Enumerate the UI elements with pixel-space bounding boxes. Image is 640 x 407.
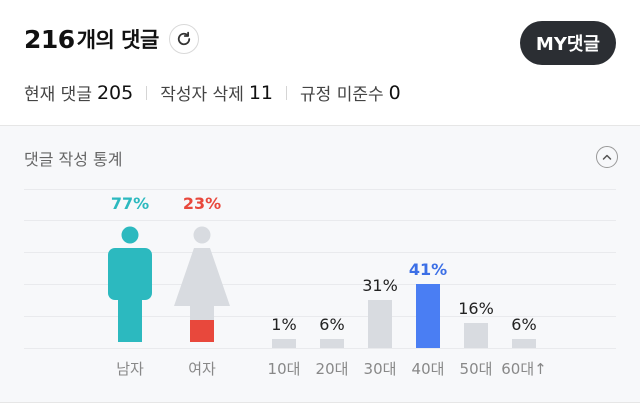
comment-count-suffix: 개의 댓글 bbox=[76, 28, 160, 52]
male-percentage: 77% bbox=[110, 194, 150, 213]
policy-violation-value: 0 bbox=[388, 81, 401, 104]
chevron-up-icon bbox=[602, 154, 612, 160]
age-bar-label: 40대 bbox=[411, 360, 445, 378]
gridline bbox=[24, 348, 616, 349]
age-bar-value: 6% bbox=[319, 314, 345, 334]
gridline bbox=[24, 252, 616, 253]
divider bbox=[286, 85, 288, 100]
collapse-button[interactable] bbox=[596, 146, 618, 168]
age-bar bbox=[464, 323, 488, 348]
age-bar-label: 10대 bbox=[267, 360, 301, 378]
age-bar bbox=[320, 338, 344, 348]
age-bar-value: 41% bbox=[408, 260, 448, 280]
deleted-by-author-label: 작성자 삭제 bbox=[160, 85, 244, 105]
comment-title: 216 개의 댓글 bbox=[24, 24, 199, 54]
my-comments-button[interactable]: MY댓글 bbox=[519, 21, 616, 65]
male-figure-icon bbox=[108, 226, 152, 342]
comment-counts: 현재 댓글 205 작성자 삭제 11 규정 미준수 0 bbox=[24, 80, 401, 106]
gridline bbox=[24, 284, 616, 285]
female-label: 여자 bbox=[188, 360, 216, 378]
age-bar-value: 16% bbox=[458, 299, 494, 319]
statistics-title: 댓글 작성 통계 bbox=[24, 150, 123, 169]
gridline bbox=[24, 316, 616, 317]
comment-statistics-panel: 댓글 작성 통계 77% 23% 남자 여자 1% 10대 6% 20대 31% 30대 4… bbox=[0, 125, 640, 403]
age-bar-label: 60대↑ bbox=[501, 360, 547, 378]
age-bar bbox=[512, 338, 536, 348]
deleted-by-author-value: 11 bbox=[248, 81, 274, 104]
current-comments-label: 현재 댓글 bbox=[24, 85, 92, 105]
age-bar-value: 1% bbox=[271, 315, 297, 334]
policy-violation-label: 규정 미준수 bbox=[300, 85, 384, 105]
comment-header: 216 개의 댓글 MY댓글 현재 댓글 205 작성자 삭제 11 규정 미준… bbox=[0, 0, 640, 125]
current-comments-value: 205 bbox=[96, 81, 134, 104]
refresh-icon bbox=[177, 31, 190, 46]
comment-count: 216 bbox=[24, 24, 75, 54]
refresh-button[interactable] bbox=[168, 24, 199, 54]
gridline bbox=[24, 220, 616, 221]
male-label: 남자 bbox=[116, 360, 144, 378]
age-bar-label: 20대 bbox=[315, 360, 349, 378]
divider bbox=[146, 85, 148, 100]
age-bar-value: 31% bbox=[362, 275, 398, 295]
age-bar-value: 6% bbox=[511, 314, 537, 334]
age-bar-label: 50대 bbox=[459, 360, 493, 378]
age-bar bbox=[416, 284, 440, 348]
age-bar-label: 30대 bbox=[363, 360, 397, 378]
female-figure-icon bbox=[174, 226, 230, 342]
female-percentage: 23% bbox=[182, 194, 222, 213]
age-bar bbox=[368, 299, 392, 348]
age-bar bbox=[272, 339, 296, 348]
gridline bbox=[24, 189, 616, 190]
